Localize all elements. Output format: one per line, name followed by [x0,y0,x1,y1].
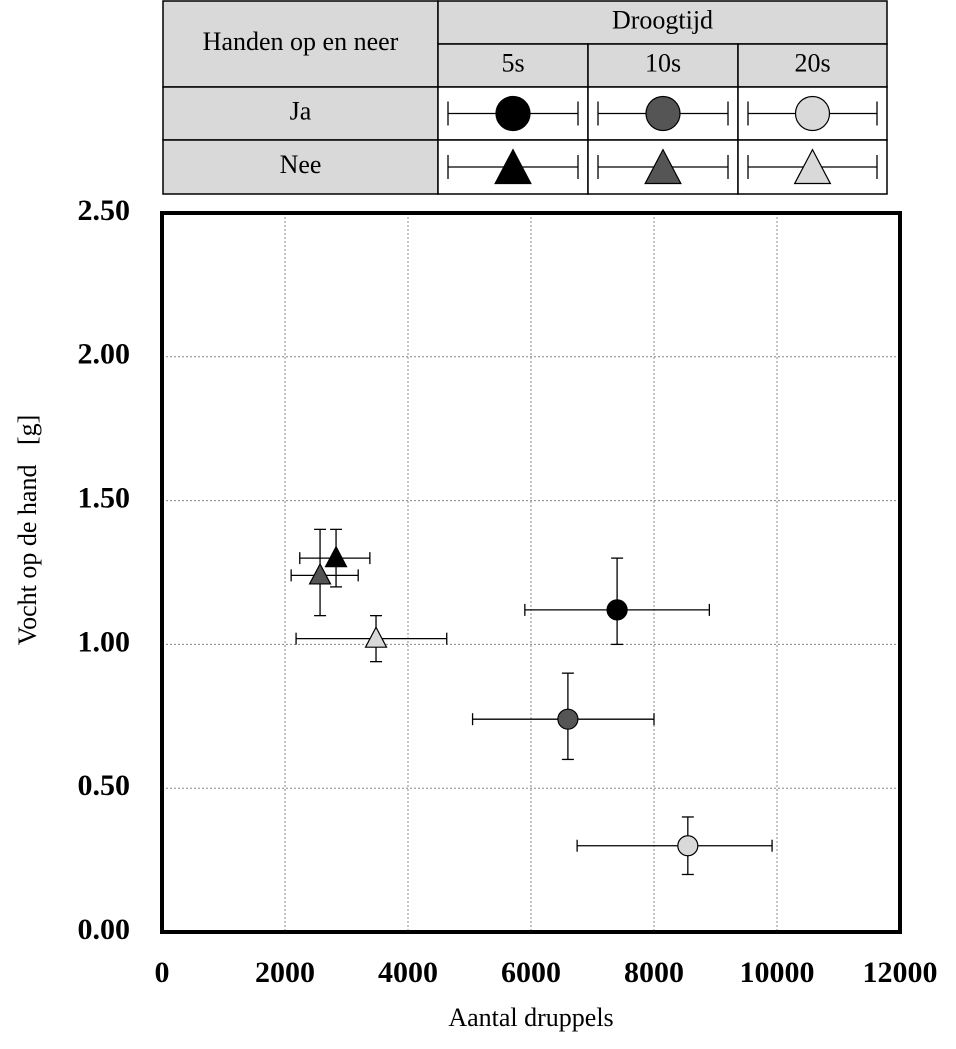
legend-marker [794,95,831,132]
legend-marker [494,148,532,185]
x-tick-label: 12000 [863,956,938,989]
legend-cell [162,139,439,195]
point [324,545,348,568]
x-tick-label: 10000 [740,956,815,989]
y-tick-label: 2.00 [78,338,131,371]
legend-title: Handen op en neer [203,27,399,56]
point [606,599,628,621]
legend-marker [644,148,682,185]
y-tick-label: 1.50 [78,481,131,514]
legend-header: Droogtijd [612,5,713,34]
y-tick-label: 0.50 [78,769,131,802]
point [308,562,332,585]
point [364,625,388,648]
legend-marker [793,148,832,185]
legend-column: 5s [501,48,524,77]
legend-column: 10s [645,48,681,77]
legend-marker [645,95,681,132]
x-tick-label: 2000 [255,956,315,989]
x-tick-label: 4000 [378,956,438,989]
legend-marker [495,95,531,132]
x-tick-label: 8000 [624,956,684,989]
x-tick-label: 6000 [501,956,561,989]
y-axis-label: Vocht op de hand [g] [13,415,42,646]
legend-cell [162,0,439,88]
legend-row: Nee [280,150,322,179]
point [677,835,699,857]
legend-cell [587,43,739,88]
legend-cell [162,86,439,141]
legend-cell [737,43,888,88]
x-error-bar [576,839,773,852]
y-tick-label: 0.00 [78,913,131,946]
x-axis-label: Aantal druppels [448,1003,613,1032]
y-tick-label: 1.00 [78,625,131,658]
x-tick-label: 0 [155,956,170,989]
legend-cell [437,0,888,45]
plot-frame [160,211,902,934]
point [557,708,579,730]
legend-column: 20s [794,48,830,77]
y-tick-label: 2.50 [78,194,131,227]
legend-row: Ja [290,96,312,125]
